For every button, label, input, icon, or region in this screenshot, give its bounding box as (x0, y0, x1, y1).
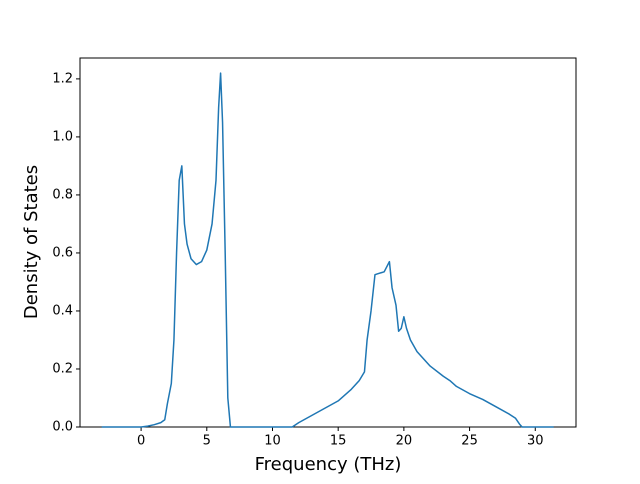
y-axis-label: Density of States (21, 165, 42, 319)
x-tick-label: 10 (264, 434, 281, 449)
y-tick-label: 0.2 (52, 361, 73, 376)
y-tick-label: 0.4 (52, 303, 73, 318)
x-axis-label: Frequency (THz) (255, 454, 402, 475)
y-tick-label: 1.2 (52, 71, 73, 86)
y-tick-label: 0.0 (52, 420, 73, 435)
x-tick-label: 30 (527, 434, 544, 449)
x-tick-label: 25 (461, 434, 478, 449)
plot-frame (79, 57, 577, 428)
x-tick-label: 5 (203, 434, 211, 449)
y-tick-label: 1.0 (52, 129, 73, 144)
y-tick-label: 0.8 (52, 187, 73, 202)
y-tick-label: 0.6 (52, 245, 73, 260)
x-tick-label: 15 (330, 434, 347, 449)
x-tick-label: 0 (137, 434, 145, 449)
line-series (101, 72, 554, 428)
x-tick-label: 20 (396, 434, 413, 449)
